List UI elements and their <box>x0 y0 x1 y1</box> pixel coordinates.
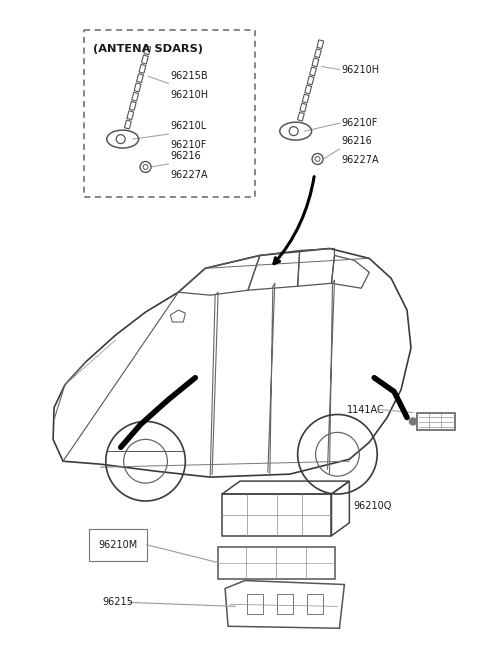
Bar <box>417 413 455 430</box>
Bar <box>277 595 293 614</box>
Bar <box>247 595 263 614</box>
Bar <box>89 529 146 561</box>
Text: 1141AC: 1141AC <box>348 405 385 415</box>
Text: (ANTENA SDARS): (ANTENA SDARS) <box>93 44 203 54</box>
Text: 96210M: 96210M <box>98 540 137 550</box>
Text: 96210H: 96210H <box>341 64 380 75</box>
Text: 96210F: 96210F <box>341 118 378 128</box>
Text: 96227A: 96227A <box>341 155 379 165</box>
Bar <box>218 547 336 578</box>
Bar <box>84 29 255 196</box>
Text: 96210H: 96210H <box>170 90 208 100</box>
Text: 96215: 96215 <box>102 597 133 607</box>
Text: 96210F: 96210F <box>170 140 207 150</box>
Text: 96210L: 96210L <box>170 121 207 131</box>
Text: 96215B: 96215B <box>170 71 208 81</box>
Text: 96210Q: 96210Q <box>353 501 392 511</box>
Text: 96227A: 96227A <box>170 170 208 180</box>
Text: 96216: 96216 <box>341 136 372 146</box>
Text: 96216: 96216 <box>170 151 201 161</box>
Circle shape <box>409 418 417 425</box>
Bar <box>307 595 323 614</box>
